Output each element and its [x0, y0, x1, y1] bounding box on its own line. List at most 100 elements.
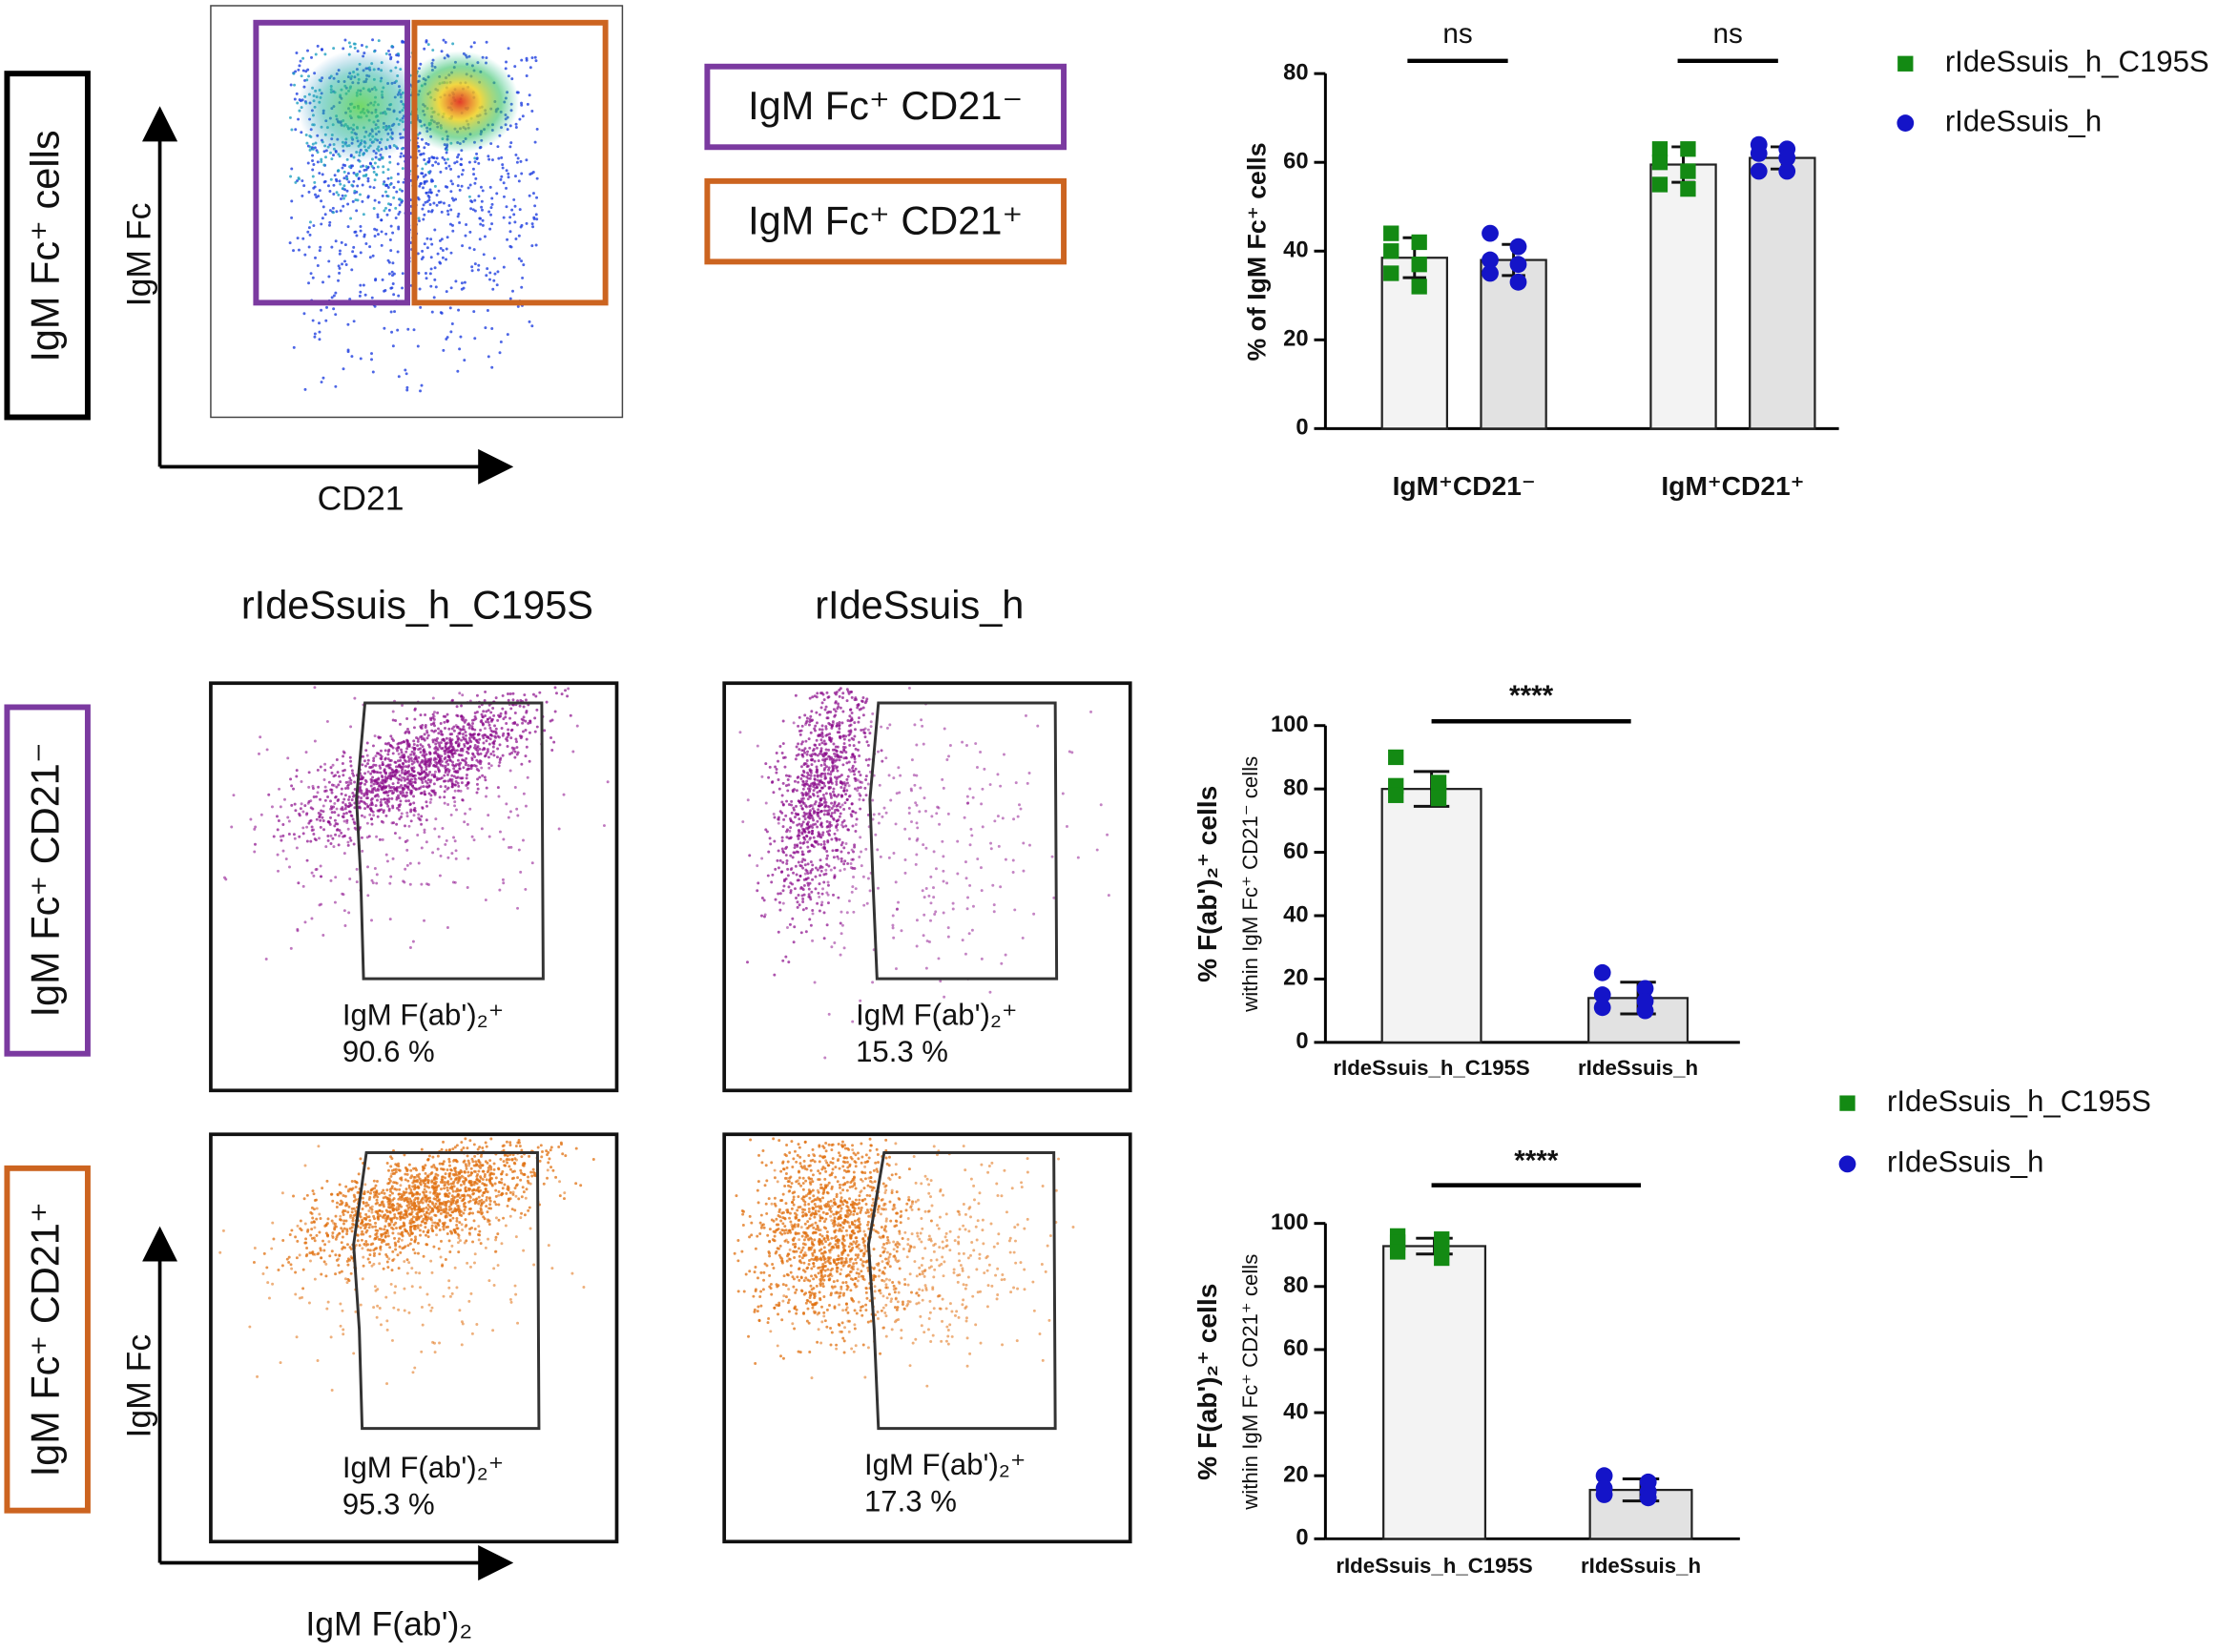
event-dot	[430, 1227, 434, 1230]
event-dot	[451, 223, 454, 227]
event-dot	[330, 788, 334, 792]
event-dot	[439, 741, 443, 745]
event-dot	[342, 170, 346, 174]
event-dot	[391, 718, 395, 722]
event-dot	[858, 792, 861, 795]
event-dot	[785, 799, 789, 803]
event-dot	[329, 766, 333, 770]
event-dot	[850, 690, 854, 693]
event-dot	[451, 1189, 455, 1193]
event-dot	[311, 154, 315, 157]
event-dot	[490, 202, 494, 206]
event-dot	[1004, 953, 1007, 957]
event-dot	[818, 882, 821, 886]
event-dot	[322, 778, 326, 781]
event-dot	[777, 787, 781, 791]
event-dot	[924, 966, 928, 970]
event-dot	[444, 755, 447, 759]
event-dot	[387, 272, 391, 276]
event-dot	[388, 1193, 392, 1197]
event-dot	[343, 768, 346, 772]
event-dot	[809, 758, 813, 762]
event-dot	[903, 857, 907, 861]
event-dot	[458, 727, 462, 731]
event-dot	[491, 750, 495, 754]
event-dot	[759, 914, 763, 918]
event-dot	[864, 758, 868, 762]
event-dot	[453, 880, 457, 884]
event-dot	[892, 851, 896, 855]
event-dot	[317, 785, 321, 789]
event-dot	[557, 1145, 561, 1148]
event-dot	[357, 176, 361, 180]
event-dot	[971, 795, 975, 799]
event-dot	[385, 742, 389, 746]
event-dot	[337, 169, 341, 173]
event-dot	[809, 860, 813, 864]
event-dot	[483, 1183, 487, 1187]
event-dot	[822, 739, 826, 743]
event-dot	[832, 742, 836, 746]
event-dot	[793, 887, 797, 891]
event-dot	[419, 792, 423, 795]
event-dot	[848, 794, 852, 797]
event-dot	[370, 800, 374, 804]
event-dot	[460, 184, 464, 188]
event-dot	[469, 1170, 473, 1174]
event-dot	[432, 721, 436, 725]
event-dot	[318, 338, 321, 341]
event-dot	[836, 731, 840, 734]
event-dot	[524, 728, 528, 732]
event-dot	[342, 176, 346, 180]
event-dot	[470, 1157, 474, 1161]
event-dot	[1011, 858, 1015, 862]
event-dot	[456, 737, 460, 741]
event-dot	[359, 781, 363, 785]
event-dot	[444, 744, 447, 748]
event-dot	[847, 828, 851, 832]
event-dot	[801, 787, 805, 791]
event-dot	[352, 820, 356, 824]
event-dot	[1106, 833, 1109, 836]
event-dot	[519, 159, 523, 163]
event-dot	[840, 782, 844, 786]
event-dot	[440, 50, 444, 53]
event-dot	[471, 753, 475, 756]
event-dot	[505, 186, 508, 190]
event-dot	[380, 797, 383, 801]
event-dot	[360, 836, 363, 839]
event-dot	[786, 874, 790, 878]
event-dot	[427, 196, 431, 199]
event-dot	[329, 799, 333, 803]
event-dot	[481, 223, 485, 227]
event-dot	[802, 829, 806, 833]
event-dot	[318, 815, 321, 818]
event-dot	[531, 225, 535, 229]
event-dot	[383, 757, 387, 761]
event-dot	[428, 272, 432, 276]
event-dot	[798, 841, 802, 845]
event-dot	[445, 337, 448, 341]
event-dot	[311, 159, 315, 162]
event-dot	[312, 224, 316, 228]
event-dot	[477, 1169, 481, 1173]
event-dot	[290, 216, 294, 219]
event-dot	[441, 155, 445, 159]
event-dot	[488, 271, 492, 275]
event-dot	[845, 797, 849, 801]
event-dot	[863, 732, 867, 735]
event-dot	[419, 1224, 423, 1228]
event-dot	[441, 827, 445, 831]
event-dot	[443, 720, 446, 724]
event-dot	[528, 93, 531, 97]
event-dot	[963, 816, 966, 819]
event-dot	[827, 1012, 831, 1016]
event-dot	[942, 869, 945, 873]
event-dot	[439, 246, 443, 250]
event-dot	[429, 794, 433, 797]
event-dot	[836, 828, 840, 832]
event-dot	[463, 820, 466, 824]
event-dot	[515, 746, 519, 750]
event-dot	[522, 705, 526, 709]
event-dot	[799, 765, 803, 769]
